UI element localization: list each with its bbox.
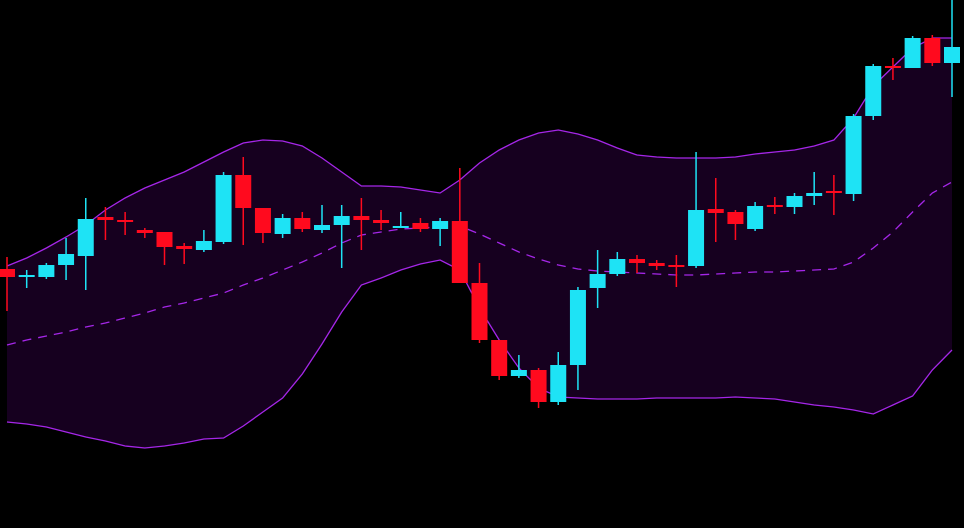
candle-body bbox=[688, 210, 705, 266]
candle-body bbox=[392, 226, 409, 228]
candle-body bbox=[727, 212, 744, 224]
candle-body bbox=[215, 175, 232, 242]
candle-body bbox=[117, 220, 134, 222]
candle-body bbox=[845, 116, 862, 194]
candle-body bbox=[451, 221, 468, 283]
candle-body bbox=[648, 263, 665, 266]
candle-body bbox=[97, 217, 114, 220]
candle-body bbox=[333, 216, 350, 225]
candle-body bbox=[668, 265, 685, 267]
candle-body bbox=[0, 269, 15, 277]
candle-body bbox=[18, 275, 35, 277]
candle-body bbox=[629, 259, 645, 263]
candle-body bbox=[589, 274, 606, 288]
candle-body bbox=[412, 223, 429, 229]
candle-body bbox=[471, 283, 488, 340]
candle-body bbox=[254, 208, 271, 233]
candle-body bbox=[195, 241, 212, 250]
candle-body bbox=[550, 365, 567, 402]
candle-body bbox=[432, 221, 449, 229]
candle-body bbox=[569, 290, 586, 365]
candle-body bbox=[747, 206, 764, 229]
candle-body bbox=[176, 246, 193, 249]
candle-body bbox=[609, 259, 626, 274]
candle-body bbox=[353, 216, 370, 220]
band-middle bbox=[6, 181, 953, 346]
candle-body bbox=[510, 370, 527, 376]
candle-body bbox=[944, 47, 960, 63]
candle-body bbox=[77, 219, 94, 256]
candle-body bbox=[806, 193, 823, 196]
candle-body bbox=[707, 209, 724, 213]
candle-body bbox=[884, 66, 901, 68]
candle-body bbox=[274, 218, 291, 234]
candle-body bbox=[491, 340, 508, 376]
candle-body bbox=[38, 265, 55, 277]
candle-body bbox=[924, 38, 941, 63]
candle-body bbox=[156, 232, 173, 247]
candle-body bbox=[766, 205, 783, 207]
candle-body bbox=[58, 254, 75, 265]
candle-body bbox=[136, 230, 153, 233]
candle-body bbox=[786, 196, 803, 207]
candle-body bbox=[825, 191, 842, 193]
candle-body bbox=[530, 370, 547, 402]
candle-body bbox=[235, 175, 252, 208]
candle-body bbox=[865, 66, 882, 116]
band-upper bbox=[6, 37, 952, 267]
band-fill bbox=[7, 38, 952, 448]
candle-body bbox=[294, 218, 311, 229]
candle-body bbox=[314, 225, 330, 230]
candle-body bbox=[373, 220, 390, 223]
candle-body bbox=[904, 38, 921, 68]
